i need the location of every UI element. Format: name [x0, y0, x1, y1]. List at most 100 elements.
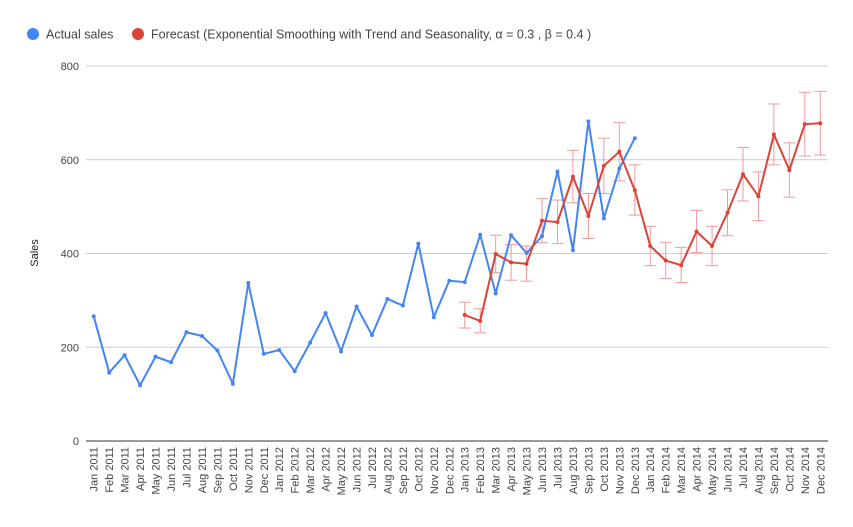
- data-point[interactable]: [586, 119, 591, 124]
- data-point[interactable]: [230, 381, 235, 386]
- data-point[interactable]: [586, 214, 591, 218]
- data-points: [91, 119, 823, 388]
- data-point[interactable]: [570, 248, 575, 253]
- data-point[interactable]: [725, 210, 730, 215]
- data-point[interactable]: [447, 278, 452, 283]
- data-point[interactable]: [292, 369, 297, 374]
- data-point[interactable]: [122, 353, 127, 358]
- data-point[interactable]: [184, 330, 189, 335]
- data-point[interactable]: [138, 383, 143, 388]
- data-point[interactable]: [601, 163, 606, 168]
- data-point[interactable]: [555, 169, 560, 174]
- data-point[interactable]: [478, 319, 483, 323]
- data-point[interactable]: [261, 351, 266, 356]
- x-tick-label: Feb 2012: [290, 447, 302, 493]
- data-point[interactable]: [818, 121, 823, 126]
- data-point[interactable]: [462, 312, 467, 317]
- x-tick-label: Jun 2011: [166, 447, 178, 491]
- data-point[interactable]: [524, 251, 529, 256]
- data-point[interactable]: [509, 260, 514, 265]
- data-point[interactable]: [524, 261, 529, 266]
- data-point[interactable]: [802, 122, 807, 127]
- data-point[interactable]: [787, 168, 792, 173]
- data-point[interactable]: [339, 349, 344, 354]
- data-point[interactable]: [663, 258, 668, 263]
- x-tick-label: Jul 2011: [181, 447, 193, 488]
- data-point[interactable]: [91, 314, 96, 319]
- data-point[interactable]: [493, 251, 498, 256]
- series-line-0: [92, 120, 636, 387]
- data-point[interactable]: [199, 334, 204, 338]
- data-point[interactable]: [153, 354, 158, 359]
- x-tick-label: Jul 2013: [552, 447, 564, 489]
- x-tick-label: Nov 2013: [614, 447, 626, 494]
- data-point[interactable]: [369, 333, 374, 338]
- data-point[interactable]: [694, 229, 699, 234]
- series-line-1: [464, 122, 821, 322]
- data-point[interactable]: [246, 281, 251, 286]
- data-point[interactable]: [400, 303, 405, 308]
- x-tick-label: Nov 2014: [800, 447, 812, 494]
- x-tick-label: Jan 2014: [645, 447, 657, 492]
- data-point[interactable]: [215, 348, 220, 353]
- data-point[interactable]: [323, 311, 328, 316]
- x-tick-label: Aug 2012: [382, 447, 394, 494]
- data-point[interactable]: [555, 220, 560, 225]
- x-tick-label: Apr 2013: [506, 447, 518, 492]
- x-tick-label: Sep 2011: [212, 447, 224, 493]
- y-tick-label: 0: [73, 436, 79, 448]
- x-tick-label: Aug 2014: [753, 447, 765, 494]
- data-point[interactable]: [679, 263, 684, 268]
- data-point[interactable]: [540, 234, 545, 239]
- data-point[interactable]: [431, 315, 436, 320]
- data-point[interactable]: [710, 244, 715, 248]
- x-tick-label: Mar 2012: [305, 447, 317, 493]
- data-point[interactable]: [632, 136, 637, 141]
- legend: Actual sales Forecast (Exponential Smoot…: [27, 28, 591, 42]
- data-point[interactable]: [169, 360, 174, 365]
- data-point[interactable]: [617, 166, 622, 171]
- legend-item-forecast[interactable]: Forecast (Exponential Smoothing with Tre…: [132, 28, 591, 42]
- data-point[interactable]: [308, 340, 313, 345]
- data-point[interactable]: [416, 241, 421, 246]
- legend-label-actual: Actual sales: [46, 28, 113, 42]
- x-tick-label: Feb 2014: [661, 447, 673, 493]
- x-tick-label: Dec 2011: [259, 447, 271, 493]
- x-tick-label: Aug 2013: [568, 447, 580, 494]
- x-tick-label: Jan 2012: [274, 447, 286, 492]
- data-point[interactable]: [107, 370, 112, 375]
- x-axis-ticks: Jan 2011 Feb 2011 Mar 2011 Apr 2011 May 2011…: [89, 447, 828, 495]
- data-point[interactable]: [756, 194, 761, 199]
- data-point[interactable]: [493, 291, 498, 296]
- data-point[interactable]: [540, 218, 545, 223]
- data-point[interactable]: [478, 232, 483, 237]
- x-tick-label: Nov 2012: [429, 447, 441, 494]
- data-point[interactable]: [771, 132, 776, 137]
- data-point[interactable]: [570, 174, 575, 179]
- data-point[interactable]: [354, 304, 359, 309]
- data-point[interactable]: [632, 188, 637, 193]
- data-point[interactable]: [462, 280, 467, 285]
- x-tick-label: Sep 2014: [769, 447, 781, 494]
- data-point[interactable]: [509, 233, 514, 238]
- x-tick-label: Apr 2011: [135, 447, 147, 491]
- y-tick-label: 600: [61, 155, 79, 167]
- x-tick-label: Jun 2012: [352, 447, 364, 492]
- legend-item-actual[interactable]: Actual sales: [27, 28, 113, 42]
- y-tick-label: 800: [61, 61, 79, 73]
- series-lines: [92, 120, 821, 387]
- x-tick-label: Apr 2014: [692, 447, 704, 492]
- data-point[interactable]: [617, 149, 622, 154]
- x-tick-label: Oct 2011: [228, 447, 240, 491]
- data-point[interactable]: [601, 216, 606, 221]
- legend-label-forecast: Forecast (Exponential Smoothing with Tre…: [151, 28, 591, 42]
- data-point[interactable]: [740, 172, 745, 177]
- x-tick-label: Jun 2014: [723, 447, 735, 492]
- data-point[interactable]: [648, 244, 653, 248]
- legend-marker-forecast: [132, 28, 144, 40]
- y-tick-label: 200: [61, 342, 79, 354]
- data-point[interactable]: [277, 348, 282, 353]
- data-point[interactable]: [385, 296, 390, 301]
- x-tick-label: Oct 2012: [413, 447, 425, 492]
